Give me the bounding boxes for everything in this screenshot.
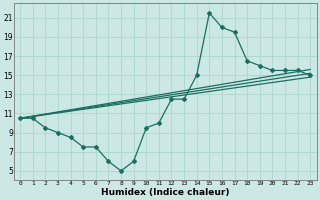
X-axis label: Humidex (Indice chaleur): Humidex (Indice chaleur) xyxy=(101,188,229,197)
